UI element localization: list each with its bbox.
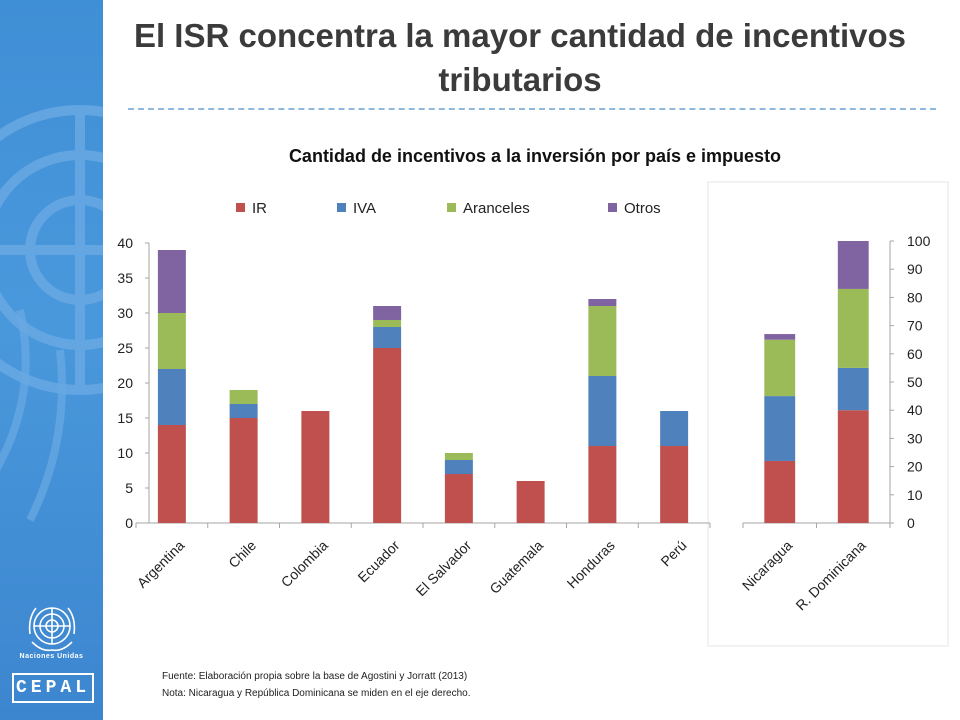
x-tick-label: El Salvador xyxy=(412,537,474,599)
bar-segment xyxy=(157,313,186,369)
bar-segment xyxy=(229,404,258,418)
y-tick-label: 40 xyxy=(117,235,133,251)
x-tick-label: Ecuador xyxy=(354,537,402,585)
y-tick-label: 20 xyxy=(117,375,133,391)
y-tick-label: 35 xyxy=(117,270,133,286)
bar-segment xyxy=(764,339,796,397)
y-tick-label: 25 xyxy=(117,340,133,356)
y-tick-label: 0 xyxy=(125,515,133,531)
y-tick-label: 10 xyxy=(907,487,923,503)
slide-title: El ISR concentra la mayor cantidad de in… xyxy=(133,17,907,98)
bar-segment xyxy=(588,376,617,446)
un-emblem-watermark-icon xyxy=(0,105,103,522)
chart-footnote: Fuente: Elaboración propia sobre la base… xyxy=(162,668,471,702)
y-tick-label: 5 xyxy=(125,480,133,496)
legend-label: Otros xyxy=(624,200,661,217)
legend-swatch xyxy=(337,203,346,212)
legend-label: Aranceles xyxy=(463,200,530,217)
cepal-logo: CEPAL xyxy=(12,673,94,703)
legend-label: IVA xyxy=(353,200,376,217)
bar-segment xyxy=(837,241,869,289)
x-tick-label: Honduras xyxy=(564,537,618,591)
x-tick-label: Colombia xyxy=(278,537,331,590)
right-chart-frame xyxy=(707,181,949,647)
bar-segment xyxy=(588,306,617,376)
bar-segment xyxy=(588,299,617,306)
y-tick-label: 60 xyxy=(907,346,923,362)
bar-segment xyxy=(157,250,186,313)
footnote-note: Nota: Nicaragua y República Dominicana s… xyxy=(162,688,471,699)
y-tick-label: 30 xyxy=(117,305,133,321)
legend-swatch xyxy=(236,203,245,212)
y-tick-label: 90 xyxy=(907,261,923,277)
x-tick-label: Chile xyxy=(225,537,259,571)
bar-segment xyxy=(373,327,402,348)
legend-swatch xyxy=(608,203,617,212)
chart-title: Cantidad de incentivos a la inversión po… xyxy=(288,146,782,166)
x-tick-label: Argentina xyxy=(134,537,188,591)
footnote-source: Fuente: Elaboración propia sobre la base… xyxy=(162,671,468,682)
bar-segment xyxy=(444,474,473,523)
bar-segment xyxy=(373,320,402,327)
title-divider xyxy=(128,108,936,110)
bar-segment xyxy=(764,460,796,523)
y-tick-label: 10 xyxy=(117,445,133,461)
y-tick-label: 0 xyxy=(907,515,915,531)
y-tick-label: 20 xyxy=(907,459,923,475)
bar-segment xyxy=(373,306,402,320)
bar-segment xyxy=(157,425,186,523)
un-logo-icon xyxy=(28,607,76,652)
x-tick-label: Guatemala xyxy=(486,537,546,597)
bar-segment xyxy=(837,367,869,411)
bar-segment xyxy=(837,288,869,368)
bar-segment xyxy=(373,348,402,523)
bar-segment xyxy=(764,396,796,461)
bar-segment xyxy=(229,418,258,523)
bar-segment xyxy=(516,481,545,523)
bar-segment xyxy=(837,410,869,523)
y-tick-label: 50 xyxy=(907,374,923,390)
y-tick-label: 100 xyxy=(907,233,931,249)
sidebar: Naciones Unidas CEPAL xyxy=(0,0,103,720)
y-tick-label: 15 xyxy=(117,410,133,426)
bar-segment xyxy=(660,446,689,523)
y-tick-label: 30 xyxy=(907,430,923,446)
bar-segment xyxy=(301,411,330,523)
legend-label: IR xyxy=(252,200,267,217)
y-tick-label: 70 xyxy=(907,318,923,334)
bar-segment xyxy=(660,411,689,446)
y-tick-label: 80 xyxy=(907,289,923,305)
x-tick-label: Perú xyxy=(657,537,689,569)
bar-segment xyxy=(229,390,258,404)
org-name: Naciones Unidas xyxy=(19,653,84,660)
bar-segment xyxy=(588,446,617,523)
bar-segment xyxy=(444,460,473,474)
bar-segment xyxy=(444,453,473,460)
legend-swatch xyxy=(447,203,456,212)
bar-segment xyxy=(764,334,796,340)
y-tick-label: 40 xyxy=(907,402,923,418)
bar-segment xyxy=(157,369,186,425)
